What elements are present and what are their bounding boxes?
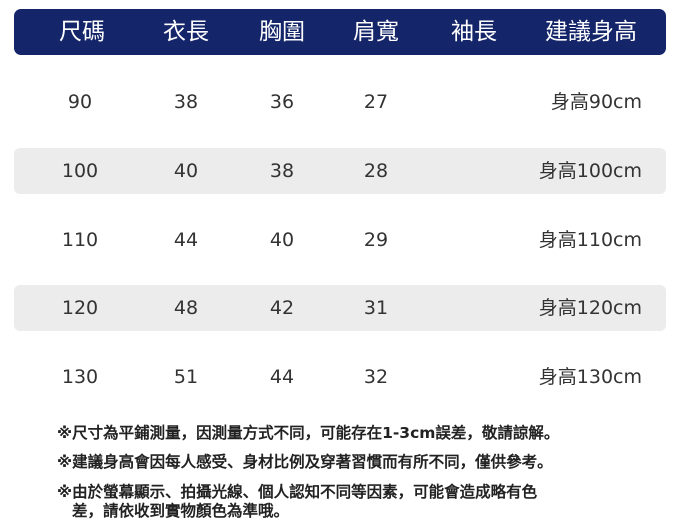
table-cell: 90 bbox=[67, 91, 93, 113]
note-color-cont: 差，請依收到實物顏色為準哦。 bbox=[72, 502, 290, 520]
table-cell: 120 bbox=[61, 297, 99, 319]
table-cell: 身高100cm bbox=[538, 160, 642, 182]
header-sleeve: 袖長 bbox=[451, 19, 497, 45]
table-cell: 48 bbox=[173, 297, 199, 319]
table-row: 130 51 44 32 身高130cm bbox=[14, 354, 666, 400]
table-row: 120 48 42 31 身高120cm bbox=[14, 285, 666, 331]
table-cell: 42 bbox=[269, 297, 295, 319]
table-row: 90 38 36 27 身高90cm bbox=[14, 79, 666, 125]
table-cell: 40 bbox=[269, 229, 295, 251]
table-cell: 110 bbox=[61, 229, 99, 251]
table-row: 100 40 38 28 身高100cm bbox=[14, 148, 666, 194]
table-cell: 44 bbox=[173, 229, 199, 251]
table-cell: 31 bbox=[363, 297, 389, 319]
table-cell: 32 bbox=[363, 366, 389, 388]
table-cell: 51 bbox=[173, 366, 199, 388]
table-cell: 28 bbox=[363, 160, 389, 182]
header-length: 衣長 bbox=[163, 19, 209, 45]
table-cell: 身高130cm bbox=[538, 366, 642, 388]
table-cell: 40 bbox=[173, 160, 199, 182]
table-row: 110 44 40 29 身高110cm bbox=[14, 217, 666, 263]
table-cell: 130 bbox=[61, 366, 99, 388]
header-chest: 胸圍 bbox=[259, 19, 305, 45]
header-size: 尺碼 bbox=[59, 19, 105, 45]
header-height: 建議身高 bbox=[545, 19, 637, 45]
table-cell: 身高90cm bbox=[550, 91, 642, 113]
table-cell: 100 bbox=[61, 160, 99, 182]
table-cell: 44 bbox=[269, 366, 295, 388]
table-cell: 身高110cm bbox=[538, 229, 642, 251]
table-cell: 身高120cm bbox=[538, 297, 642, 319]
table-cell: 29 bbox=[363, 229, 389, 251]
note-height: ※建議身高會因每人感受、身材比例及穿著習慣而有所不同，僅供參考。 bbox=[57, 453, 553, 471]
table-cell: 38 bbox=[269, 160, 295, 182]
table-cell: 38 bbox=[173, 91, 199, 113]
table-cell: 36 bbox=[269, 91, 295, 113]
header-shoulder: 肩寬 bbox=[353, 19, 399, 45]
note-measurement: ※尺寸為平鋪測量，因測量方式不同，可能存在1-3cm誤差，敬請諒解。 bbox=[57, 424, 560, 442]
note-color: ※由於螢幕顯示、拍攝光線、個人認知不同等因素，可能會造成略有色 bbox=[57, 483, 538, 501]
table-cell: 27 bbox=[363, 91, 389, 113]
table-header: 尺碼 衣長 胸圍 肩寬 袖長 建議身高 bbox=[14, 9, 666, 55]
